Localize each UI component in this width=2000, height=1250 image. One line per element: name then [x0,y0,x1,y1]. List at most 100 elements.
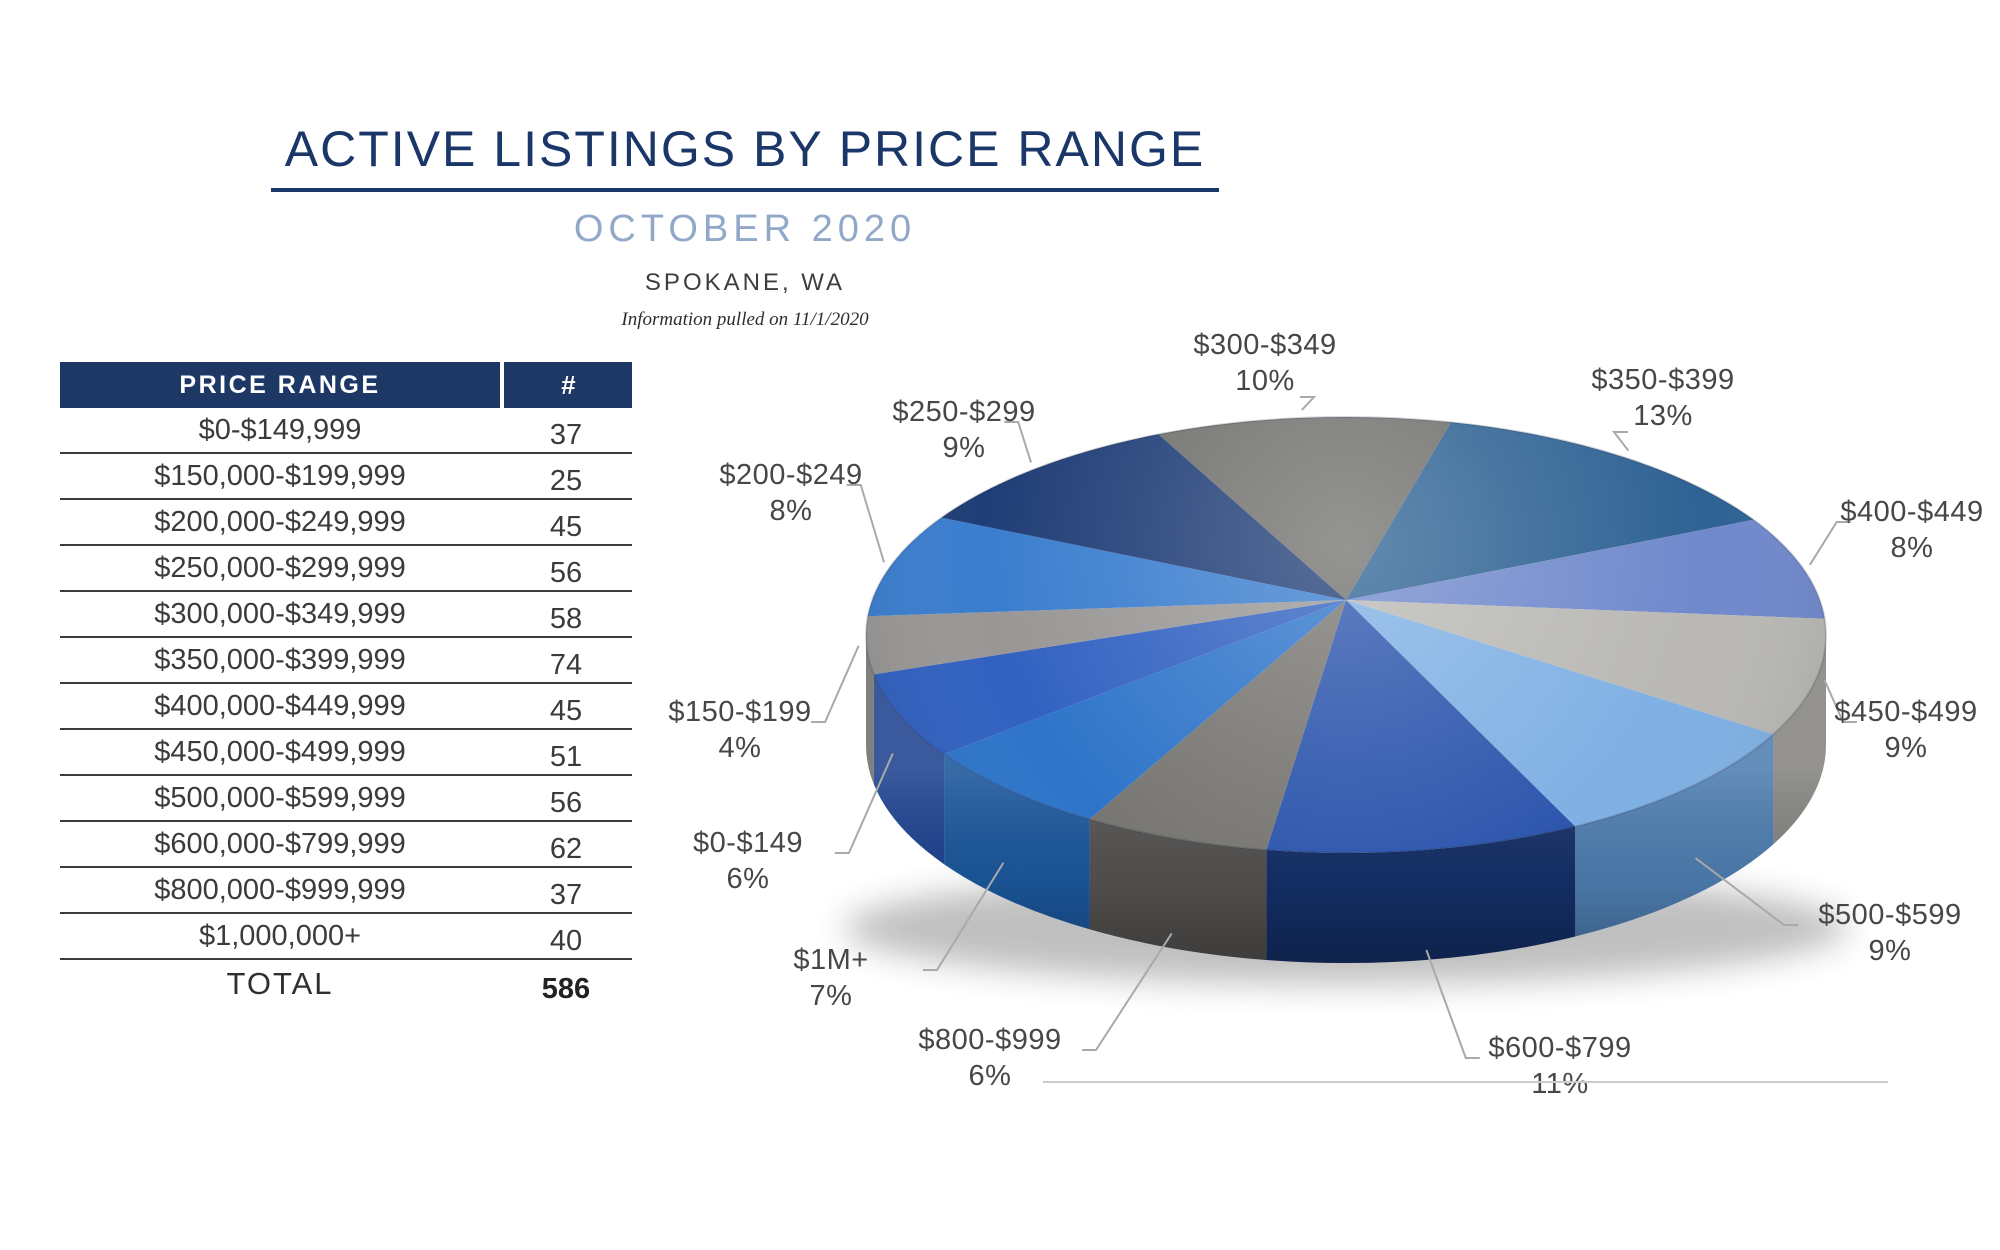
leader-line [1823,679,1857,723]
page-title: ACTIVE LISTINGS BY PRICE RANGE [270,120,1220,192]
leader-line [834,753,894,854]
pie-slice-label-pct: 6% [727,863,770,895]
pie-slice-side-shade [1575,734,1774,937]
cell-price-range: $250,000-$299,999 [154,551,406,584]
pie-slice-label: $400-$449 8% [1840,496,1983,564]
cell-count: 58 [549,602,583,635]
cell-price-range: $0-$149,999 [198,413,362,446]
cell-count: 56 [549,786,583,819]
pie-slice-label: $600-$799 11% [1488,1032,1631,1100]
cell-price-range: $150,000-$199,999 [154,459,406,492]
cell-count: 51 [549,740,583,773]
pie-slice-label: $200-$249 8% [719,459,862,527]
leader-line [1300,396,1317,411]
pie-slice-label-pct: 4% [719,732,762,764]
pie-slice-label-pct: 9% [1885,732,1928,764]
pie-slice-label-pct: 9% [1869,935,1912,967]
pie-slice-label: $800-$999 6% [918,1024,1061,1092]
pie-slice-label-range: $400-$449 [1840,496,1983,528]
table-row: $250,000-$299,999 56 [60,546,632,592]
leader-line [1809,521,1851,566]
cell-price-range: $1,000,000+ [198,919,362,952]
pie-slice-label-range: $250-$299 [892,396,1035,428]
total-value: 586 [541,972,591,1005]
page-note: Information pulled on 11/1/2020 [621,309,869,330]
cell-price-range: $200,000-$249,999 [154,505,406,538]
pie-slice-label-range: $600-$799 [1488,1032,1631,1064]
pie-slice-side-shade [1089,819,1267,960]
pie-slice-label: $0-$149 6% [693,827,803,895]
pie-slice-label-pct: 6% [969,1060,1012,1092]
table-row: $1,000,000+ 40 [60,914,632,960]
table-row: $600,000-$799,999 62 [60,822,632,868]
pie-slice-label: $1M+ 7% [793,944,868,1012]
cell-count: 25 [549,464,583,497]
table-row: $150,000-$199,999 25 [60,454,632,500]
table-header-row: PRICE RANGE # [60,362,632,408]
pie-slice-label-range: $150-$199 [668,696,811,728]
pie-slice-label-pct: 9% [943,432,986,464]
column-divider [500,362,504,408]
pie-slice-label-pct: 8% [1891,532,1934,564]
table-row: $350,000-$399,999 74 [60,638,632,684]
table-row: $400,000-$449,999 45 [60,684,632,730]
table-row: $450,000-$499,999 51 [60,730,632,776]
report-header: ACTIVE LISTINGS BY PRICE RANGE OCTOBER 2… [235,120,1255,331]
column-header-price-range: PRICE RANGE [60,362,500,408]
leader-line [1425,949,1480,1059]
table-row: $800,000-$999,999 37 [60,868,632,914]
pie-slice-label: $500-$599 9% [1818,899,1961,967]
cell-count: 37 [549,878,583,911]
cell-count: 45 [549,694,583,727]
pie-slice-label: $250-$299 9% [892,396,1035,464]
pie-slice-label-pct: 13% [1633,400,1693,432]
cell-price-range: $500,000-$599,999 [154,781,406,814]
page-location: SPOKANE, WA [644,269,846,296]
price-range-table: PRICE RANGE # $0-$149,999 37 $150,000-$199… [60,362,632,1008]
pie-slice-label-pct: 11% [1531,1068,1588,1100]
column-header-count: # [504,362,632,408]
pie-slice-label-range: $500-$599 [1818,899,1961,931]
pie-rim [865,416,1827,854]
leader-line [923,862,1005,971]
leader-line [846,484,885,563]
pie-slice-label: $300-$349 10% [1193,329,1336,397]
table-row: $200,000-$249,999 45 [60,500,632,546]
pie-slice-label: $350-$399 13% [1591,364,1734,432]
leader-line [1004,421,1032,463]
table-total-row: TOTAL 586 [60,960,632,1008]
pie-slice-label-range: $450-$499 [1834,696,1977,728]
pie-slice-label-pct: 7% [810,980,853,1012]
table-row: $300,000-$349,999 58 [60,592,632,638]
cell-count: 45 [549,510,583,543]
pie-slice-side-shade [1773,635,1826,845]
cell-price-range: $300,000-$349,999 [154,597,406,630]
pie-slice-label: $150-$199 4% [668,696,811,764]
leader-line [1611,431,1630,452]
pie-slice-label-pct: 10% [1235,365,1295,397]
cell-price-range: $350,000-$399,999 [154,643,406,676]
pie-slice-label-range: $350-$399 [1591,364,1734,396]
pie-slice-side-shade [944,754,1090,930]
cell-price-range: $800,000-$999,999 [154,873,406,906]
cell-count: 40 [549,924,583,957]
pie-slice-side-shade [866,635,874,785]
cell-count: 62 [549,832,583,865]
pie-slice-label: $450-$499 9% [1834,696,1977,764]
pie-slice-side-shade [1266,826,1576,964]
leader-line [811,645,860,723]
pie-slice-label-range: $1M+ [793,944,868,976]
total-label: TOTAL [226,966,334,1001]
pie-slice-label-range: $300-$349 [1193,329,1336,361]
cell-count: 56 [549,556,583,589]
page-subtitle: OCTOBER 2020 [573,208,917,250]
pie-sheen [866,417,1826,853]
pie-slice-label-range: $0-$149 [693,827,803,859]
pie-slice-label-pct: 8% [770,495,813,527]
cell-price-range: $450,000-$499,999 [154,735,406,768]
leader-line [1694,857,1798,926]
pie-slice-label-range: $800-$999 [918,1024,1061,1056]
pie-slice-side-shade [873,674,945,865]
cell-count: 37 [549,418,583,451]
